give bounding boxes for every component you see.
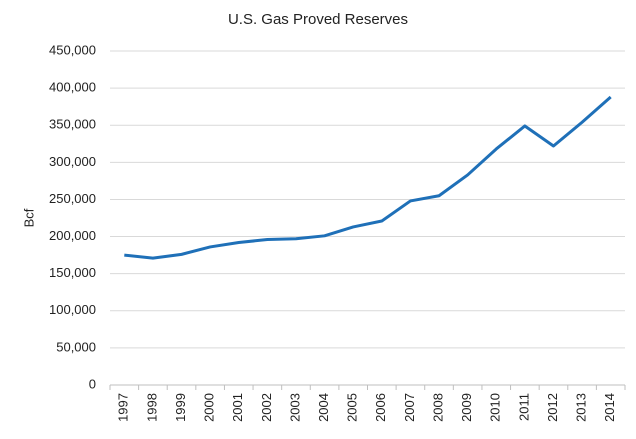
y-tick-label: 200,000 — [49, 228, 96, 243]
x-tick-label: 2004 — [316, 393, 331, 422]
y-tick-label: 0 — [89, 376, 96, 391]
y-tick-label: 150,000 — [49, 265, 96, 280]
x-tick-label: 2012 — [545, 393, 560, 422]
x-tick-label: 2008 — [430, 393, 445, 422]
x-tick-label: 2000 — [202, 393, 217, 422]
y-tick-label: 300,000 — [49, 154, 96, 169]
x-tick-label: 2013 — [574, 393, 589, 422]
x-tick-label: 2014 — [602, 393, 617, 422]
x-tick-label: 2005 — [345, 393, 360, 422]
y-tick-label: 350,000 — [49, 117, 96, 132]
x-tick-label: 1997 — [116, 393, 131, 422]
y-tick-label: 250,000 — [49, 191, 96, 206]
x-tick-label: 2011 — [516, 393, 531, 421]
y-axis-label: Bcf — [21, 208, 36, 227]
x-tick-label: 2003 — [287, 393, 302, 422]
chart-title: U.S. Gas Proved Reserves — [228, 11, 408, 28]
y-tick-label: 50,000 — [56, 339, 96, 354]
series-line — [124, 95, 612, 260]
x-tick-label: 1999 — [173, 393, 188, 422]
x-tick-label: 2010 — [488, 393, 503, 422]
x-tick-label: 2006 — [373, 393, 388, 422]
x-tick-label: 1998 — [144, 393, 159, 422]
x-tick-label: 2007 — [402, 393, 417, 422]
y-tick-label: 100,000 — [49, 302, 96, 317]
y-tick-label: 400,000 — [49, 80, 96, 95]
x-tick-label: 2001 — [230, 393, 245, 422]
x-tick-label: 2002 — [259, 393, 274, 422]
y-tick-label: 450,000 — [49, 42, 96, 57]
x-tick-label: 2009 — [459, 393, 474, 422]
